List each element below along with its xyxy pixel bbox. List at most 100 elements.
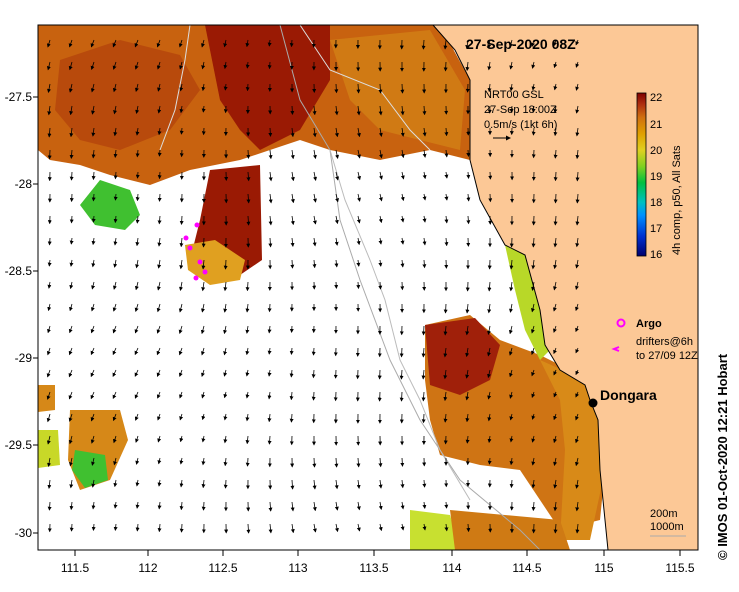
current-vector-arrow (509, 105, 514, 113)
current-vector-arrow (267, 391, 272, 400)
current-vector-arrow (400, 215, 405, 223)
current-vector-arrow (245, 83, 250, 92)
bathy-label-200: 200m (650, 508, 678, 520)
current-vector-arrow (312, 457, 317, 468)
current-vector-arrow (47, 303, 52, 312)
current-vector-arrow (179, 105, 184, 114)
current-vector-arrow (267, 347, 272, 355)
current-vector-arrow (356, 215, 361, 224)
current-vector-arrow (112, 303, 117, 312)
current-vector-arrow (444, 127, 449, 137)
current-vector-arrow (156, 369, 161, 377)
current-vector-arrow (400, 479, 405, 489)
current-vector-arrow (378, 523, 383, 532)
current-vector-arrow (245, 435, 250, 445)
current-vector-arrow (443, 347, 448, 358)
current-vector-arrow (400, 193, 405, 202)
current-vector-arrow (553, 435, 558, 444)
current-vector-arrow (311, 391, 316, 401)
current-vector-arrow (465, 61, 470, 72)
current-vector-arrow (552, 303, 557, 312)
current-vector-arrow (267, 303, 272, 313)
current-vector-arrow (531, 457, 536, 466)
current-vector-arrow (487, 391, 492, 400)
current-vector-arrow (530, 303, 535, 313)
current-vector-arrow (378, 281, 383, 290)
current-vector-arrow (179, 479, 184, 488)
current-vector-arrow (135, 127, 140, 136)
current-vector-arrow (179, 281, 183, 291)
current-vector-arrow (466, 523, 471, 533)
current-vector-arrow (201, 457, 206, 466)
current-vector-arrow (422, 523, 427, 531)
current-vector-arrow (157, 171, 162, 180)
current-vector-arrow (268, 171, 273, 182)
current-vector-arrow (421, 39, 426, 50)
current-vector-arrow (112, 325, 117, 334)
current-vector-arrow (201, 237, 206, 248)
current-vector-arrow (422, 237, 427, 246)
current-vector-arrow (200, 347, 205, 356)
current-vector-arrow (135, 237, 140, 247)
sst-patch-w-edge-2 (38, 430, 60, 468)
colorbar-gradient (636, 92, 647, 257)
current-vector-arrow (223, 281, 228, 292)
current-vector-arrow (267, 435, 272, 445)
current-vector-arrow (223, 325, 228, 335)
current-vector-arrow (268, 501, 273, 512)
current-vector-arrow (553, 171, 558, 182)
current-vector-arrow (134, 369, 139, 377)
current-vector-arrow (422, 259, 427, 269)
current-vector-arrow (356, 105, 361, 116)
current-vector-arrow (178, 347, 183, 356)
current-vector-arrow (267, 61, 272, 70)
current-vector-arrow (553, 127, 558, 137)
current-vector-arrow (157, 149, 162, 157)
current-vector-arrow (575, 325, 579, 333)
current-vector-arrow (289, 413, 294, 423)
current-vector-arrow (357, 171, 361, 181)
current-vector-arrow (553, 237, 558, 248)
axis-ticks (33, 96, 681, 556)
current-vector-arrow (178, 39, 183, 48)
current-vector-arrow (487, 83, 492, 93)
current-vector-arrow (400, 523, 405, 531)
current-vector-arrow (268, 149, 273, 160)
current-vector-arrow (91, 259, 96, 268)
current-vector-arrow (267, 325, 272, 334)
current-vector-arrow (69, 105, 74, 116)
current-vector-arrow (312, 127, 317, 138)
current-vector-arrow (268, 215, 273, 226)
current-vector-arrow (47, 479, 52, 489)
current-vector-arrow (575, 39, 580, 46)
current-vector-arrow (201, 61, 206, 70)
current-vector-arrow (575, 105, 580, 114)
current-vector-arrow (91, 501, 96, 510)
credit-text: © IMOS 01-Oct-2020 12:21 Hobart (715, 353, 730, 560)
current-vector-arrow (69, 457, 73, 467)
current-vector-arrow (444, 501, 449, 509)
current-vector-arrow (575, 215, 580, 226)
sst-patch-north-dark (205, 25, 330, 150)
current-vector-arrow (90, 325, 95, 334)
current-vector-arrow (113, 193, 118, 201)
current-vector-arrow (47, 237, 52, 246)
current-vector-arrow (91, 171, 96, 181)
current-vector-arrow (113, 501, 118, 509)
current-vector-arrow (134, 281, 139, 291)
current-vector-arrow (267, 369, 272, 377)
current-vector-arrow (356, 83, 361, 94)
colorbar: 22 21 20 19 18 17 16 4h comp, p50, All S… (636, 92, 683, 261)
current-vector-arrow (289, 391, 294, 401)
current-vector-arrow (179, 391, 183, 399)
current-vector-arrow (421, 347, 426, 358)
current-vector-arrow (509, 479, 514, 489)
current-vector-arrow (223, 413, 228, 421)
current-vector-arrow (356, 479, 361, 489)
current-vector-arrow (157, 523, 162, 533)
current-vector-arrow (421, 325, 426, 336)
current-vector-arrow (400, 501, 405, 510)
current-vector-arrow (531, 479, 536, 489)
current-vector-arrow (68, 369, 73, 378)
current-vector-arrow (201, 83, 206, 92)
